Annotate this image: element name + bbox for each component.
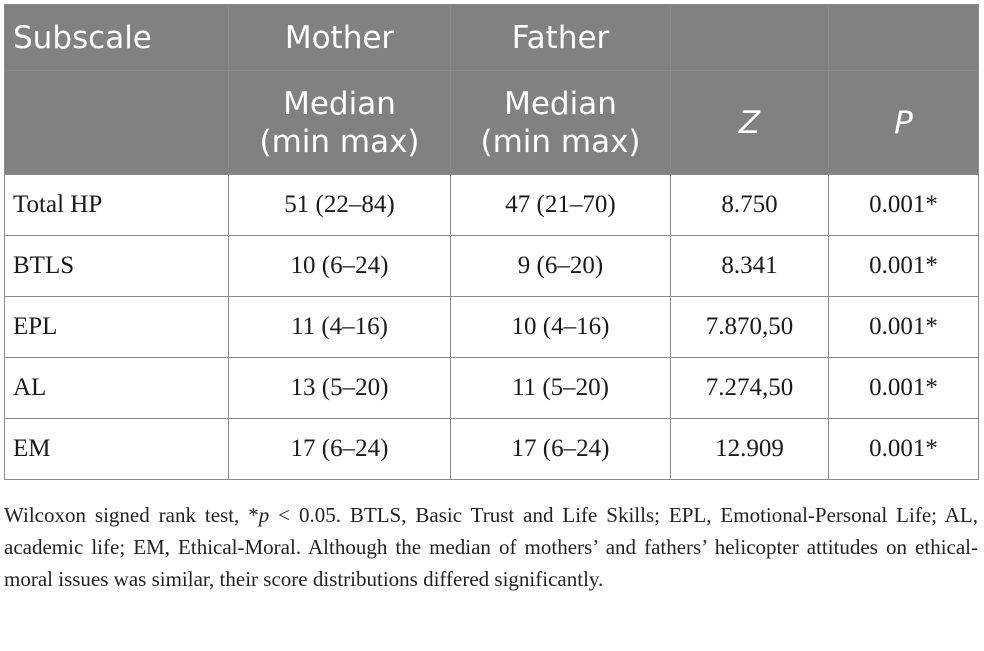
- header-mother: Mother: [228, 4, 451, 71]
- row-father-median: 17 (6–24): [450, 418, 671, 480]
- row-subscale: AL: [4, 357, 229, 419]
- header-row-1: Subscale Mother Father: [4, 4, 979, 71]
- table-row: BTLS 10 (6–24) 9 (6–20) 8.341 0.001*: [4, 235, 979, 297]
- row-subscale: BTLS: [4, 235, 229, 297]
- header-blank-p: [828, 4, 979, 71]
- header-father: Father: [450, 4, 671, 71]
- row-z: 7.274,50: [670, 357, 829, 419]
- header-z: Z: [670, 70, 829, 175]
- row-p: 0.001*: [828, 357, 979, 419]
- row-mother-median: 17 (6–24): [228, 418, 451, 480]
- header-subscale: Subscale: [4, 4, 229, 71]
- table-row: Total HP 51 (22–84) 47 (21–70) 8.750 0.0…: [4, 174, 979, 236]
- results-table: Subscale Mother Father Median (min max) …: [4, 4, 979, 480]
- row-subscale: Total HP: [4, 174, 229, 236]
- row-p: 0.001*: [828, 235, 979, 297]
- table-row: EPL 11 (4–16) 10 (4–16) 7.870,50 0.001*: [4, 296, 979, 358]
- row-z: 7.870,50: [670, 296, 829, 358]
- row-z: 8.341: [670, 235, 829, 297]
- header-blank-z: [670, 4, 829, 71]
- header-father-median: Median (min max): [450, 70, 671, 175]
- row-father-median: 11 (5–20): [450, 357, 671, 419]
- header-p: P: [828, 70, 979, 175]
- table-footnote: Wilcoxon signed rank test, *p < 0.05. BT…: [4, 499, 978, 595]
- row-mother-median: 10 (6–24): [228, 235, 451, 297]
- row-mother-median: 13 (5–20): [228, 357, 451, 419]
- row-mother-median: 51 (22–84): [228, 174, 451, 236]
- footnote-p-symbol: p: [258, 503, 270, 527]
- row-subscale: EPL: [4, 296, 229, 358]
- table-row: EM 17 (6–24) 17 (6–24) 12.909 0.001*: [4, 418, 979, 480]
- row-mother-median: 11 (4–16): [228, 296, 451, 358]
- row-father-median: 9 (6–20): [450, 235, 671, 297]
- row-z: 8.750: [670, 174, 829, 236]
- row-subscale: EM: [4, 418, 229, 480]
- header-row-2: Median (min max) Median (min max) Z P: [4, 70, 979, 175]
- header-mother-median: Median (min max): [228, 70, 451, 175]
- header-blank-subscale: [4, 70, 229, 175]
- row-z: 12.909: [670, 418, 829, 480]
- row-p: 0.001*: [828, 174, 979, 236]
- row-p: 0.001*: [828, 296, 979, 358]
- footnote-part2: < 0.05. BTLS, Basic Trust and Life Skill…: [4, 503, 978, 591]
- table-row: AL 13 (5–20) 11 (5–20) 7.274,50 0.001*: [4, 357, 979, 419]
- row-father-median: 47 (21–70): [450, 174, 671, 236]
- row-p: 0.001*: [828, 418, 979, 480]
- row-father-median: 10 (4–16): [450, 296, 671, 358]
- footnote-part1: Wilcoxon signed rank test, *: [4, 503, 259, 527]
